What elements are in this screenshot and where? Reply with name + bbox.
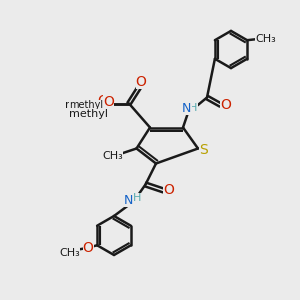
Text: O: O xyxy=(164,184,174,197)
Text: N: N xyxy=(182,101,192,115)
Text: S: S xyxy=(199,143,208,157)
Text: H: H xyxy=(189,103,198,113)
Text: methyl: methyl xyxy=(69,100,103,110)
Text: N: N xyxy=(124,194,133,207)
Text: methyl: methyl xyxy=(64,100,104,110)
Text: O: O xyxy=(83,241,94,255)
Text: O: O xyxy=(98,94,108,107)
Text: methyl: methyl xyxy=(69,109,108,119)
Text: H: H xyxy=(133,193,141,203)
Text: CH₃: CH₃ xyxy=(255,34,276,44)
Text: O: O xyxy=(136,75,146,88)
Text: CH₃: CH₃ xyxy=(102,151,123,161)
Text: CH₃: CH₃ xyxy=(59,248,80,258)
Text: O: O xyxy=(220,98,231,112)
Text: O: O xyxy=(103,95,114,109)
